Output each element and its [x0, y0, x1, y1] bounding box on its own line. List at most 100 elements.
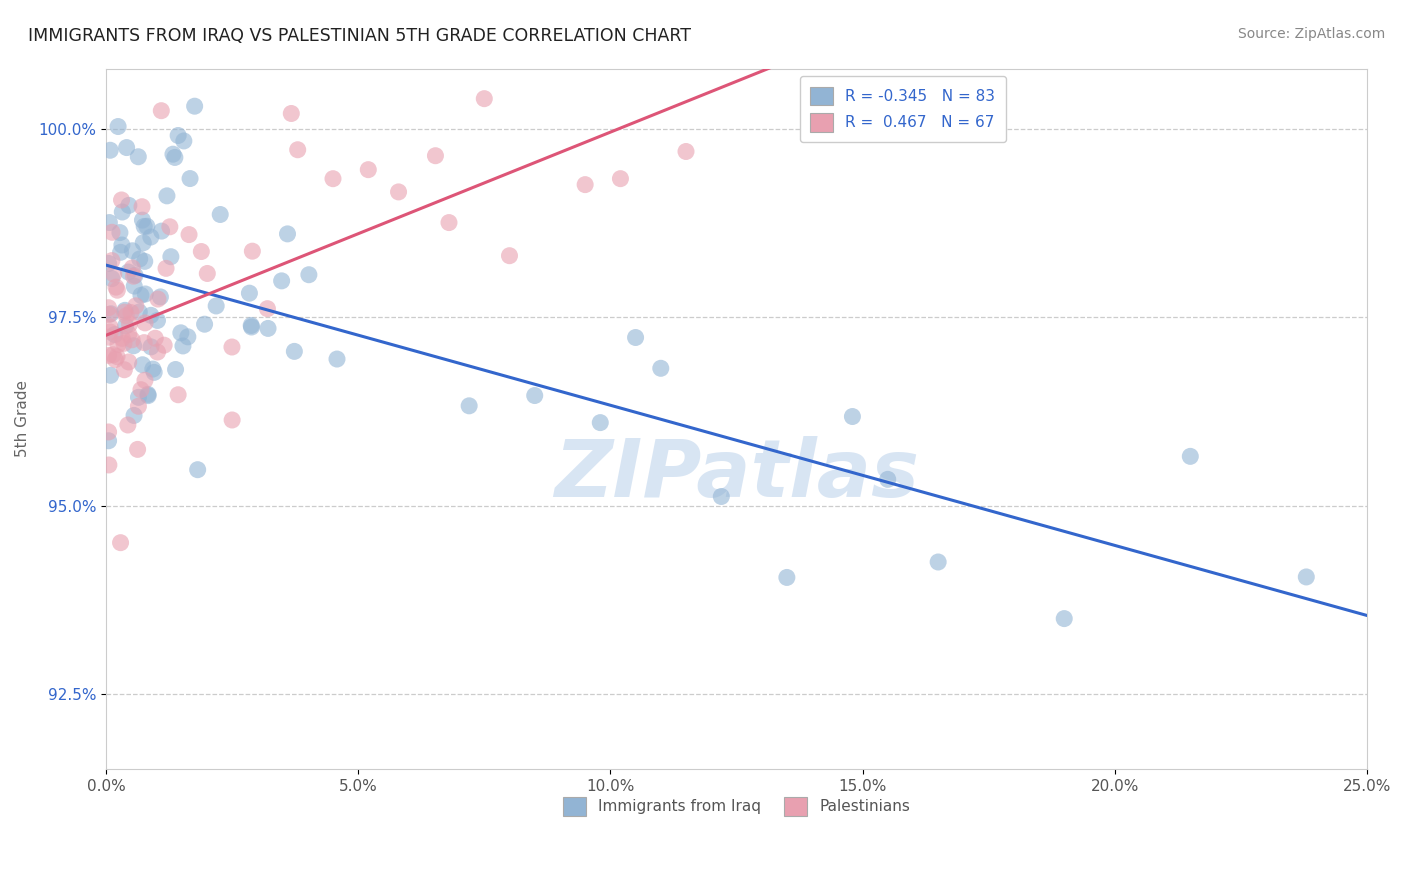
Point [159, 219, 181, 234]
Point [98, 215, 121, 229]
Point [127, 150, 149, 164]
Point [101, 253, 124, 268]
Point [132, 235, 155, 250]
Point [100, 368, 122, 383]
Point [523, 388, 546, 402]
Point [103, 348, 125, 362]
Point [131, 200, 153, 214]
Point [650, 361, 672, 376]
Point [472, 92, 495, 106]
Point [118, 317, 141, 331]
Point [97, 330, 120, 344]
Point [112, 363, 135, 377]
Point [114, 305, 136, 319]
Point [127, 442, 149, 457]
Point [97, 434, 120, 448]
Point [256, 301, 278, 316]
Point [129, 383, 152, 397]
Point [150, 224, 173, 238]
Point [205, 299, 228, 313]
Point [110, 535, 132, 549]
Point [122, 409, 145, 423]
Point [131, 358, 153, 372]
Point [139, 308, 162, 322]
Point [98, 320, 121, 334]
Point [121, 333, 143, 347]
Point [98, 143, 121, 157]
Point [190, 244, 212, 259]
Point [131, 213, 153, 227]
Point [118, 198, 141, 212]
Point [1295, 570, 1317, 584]
Point [97, 458, 120, 472]
Point [120, 305, 142, 319]
Point [238, 286, 260, 301]
Point [146, 292, 169, 306]
Point [111, 331, 134, 345]
Point [283, 344, 305, 359]
Point [139, 230, 162, 244]
Point [498, 249, 520, 263]
Point [125, 299, 148, 313]
Point [115, 140, 138, 154]
Point [153, 338, 176, 352]
Point [97, 348, 120, 362]
Point [221, 413, 243, 427]
Point [609, 171, 631, 186]
Point [179, 171, 201, 186]
Point [270, 274, 292, 288]
Point [276, 227, 298, 241]
Point [142, 362, 165, 376]
Point [425, 149, 447, 163]
Point [149, 290, 172, 304]
Point [117, 265, 139, 279]
Point [122, 279, 145, 293]
Point [257, 321, 280, 335]
Point [322, 171, 344, 186]
Point [122, 269, 145, 284]
Point [110, 245, 132, 260]
Point [101, 225, 124, 239]
Point [437, 216, 460, 230]
Point [1180, 450, 1202, 464]
Point [195, 267, 218, 281]
Point [221, 340, 243, 354]
Point [104, 327, 127, 342]
Point [156, 189, 179, 203]
Point [841, 409, 863, 424]
Point [165, 362, 187, 376]
Text: IMMIGRANTS FROM IRAQ VS PALESTINIAN 5TH GRADE CORRELATION CHART: IMMIGRANTS FROM IRAQ VS PALESTINIAN 5TH … [28, 27, 692, 45]
Point [172, 339, 194, 353]
Point [143, 331, 166, 345]
Point [624, 330, 647, 344]
Point [121, 260, 143, 275]
Point [98, 325, 121, 339]
Point [387, 185, 409, 199]
Point [97, 301, 120, 315]
Point [173, 134, 195, 148]
Point [458, 399, 481, 413]
Point [927, 555, 949, 569]
Point [776, 570, 799, 584]
Point [177, 227, 200, 242]
Point [280, 106, 302, 120]
Point [146, 313, 169, 327]
Point [101, 271, 124, 285]
Point [167, 388, 190, 402]
Point [111, 238, 134, 252]
Point [134, 316, 156, 330]
Point [146, 345, 169, 359]
Point [97, 256, 120, 270]
Point [118, 355, 141, 369]
Y-axis label: 5th Grade: 5th Grade [15, 380, 30, 458]
Point [135, 219, 157, 234]
Point [117, 417, 139, 432]
Point [110, 193, 132, 207]
Point [136, 389, 159, 403]
Point [134, 335, 156, 350]
Point [187, 463, 209, 477]
Point [107, 337, 129, 351]
Point [143, 365, 166, 379]
Point [574, 178, 596, 192]
Legend: Immigrants from Iraq, Palestinians: Immigrants from Iraq, Palestinians [554, 788, 920, 825]
